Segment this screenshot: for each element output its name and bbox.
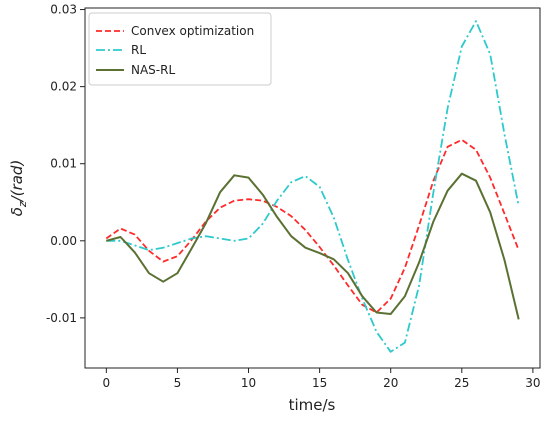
- x-tick-label: 20: [383, 376, 398, 390]
- series-line-rl: [106, 20, 520, 353]
- plot-frame: [84, 7, 541, 369]
- y-tick-label: -0.01: [46, 311, 77, 325]
- legend-label-rl: RL: [131, 43, 146, 57]
- legend-label-nas-rl: NAS-RL: [131, 63, 175, 77]
- series-line-convex-optimization: [105, 138, 520, 314]
- x-tick-label: 10: [241, 376, 256, 390]
- y-axis-label: δz/(rad): [8, 160, 29, 217]
- y-axis-label-main: δ: [8, 207, 26, 216]
- legend-box: [88, 12, 272, 86]
- axis-ticks: 0 5 10 15 20 25 30 -0.01 0.00 0.01 0.02 0.03: [46, 3, 541, 390]
- series-line-nas-rl: [106, 172, 520, 320]
- series-lines: [105, 20, 520, 353]
- y-tick-label: 0.00: [50, 234, 77, 248]
- x-axis-label: time/s: [289, 396, 336, 414]
- y-tick-label: 0.01: [50, 157, 77, 171]
- x-tick-label: 15: [312, 376, 327, 390]
- x-tick-label: 5: [174, 376, 182, 390]
- legend: Convex optimization RL NAS-RL: [88, 12, 272, 86]
- x-tick-label: 25: [454, 376, 469, 390]
- x-tick-label: 30: [525, 376, 540, 390]
- y-tick-label: 0.03: [50, 3, 77, 17]
- y-axis-label-subscript: z: [16, 201, 29, 208]
- legend-label-convex: Convex optimization: [131, 24, 254, 38]
- y-axis-label-rest: /(rad): [8, 160, 26, 204]
- y-tick-label: 0.02: [50, 80, 77, 94]
- x-tick-label: 0: [103, 376, 111, 390]
